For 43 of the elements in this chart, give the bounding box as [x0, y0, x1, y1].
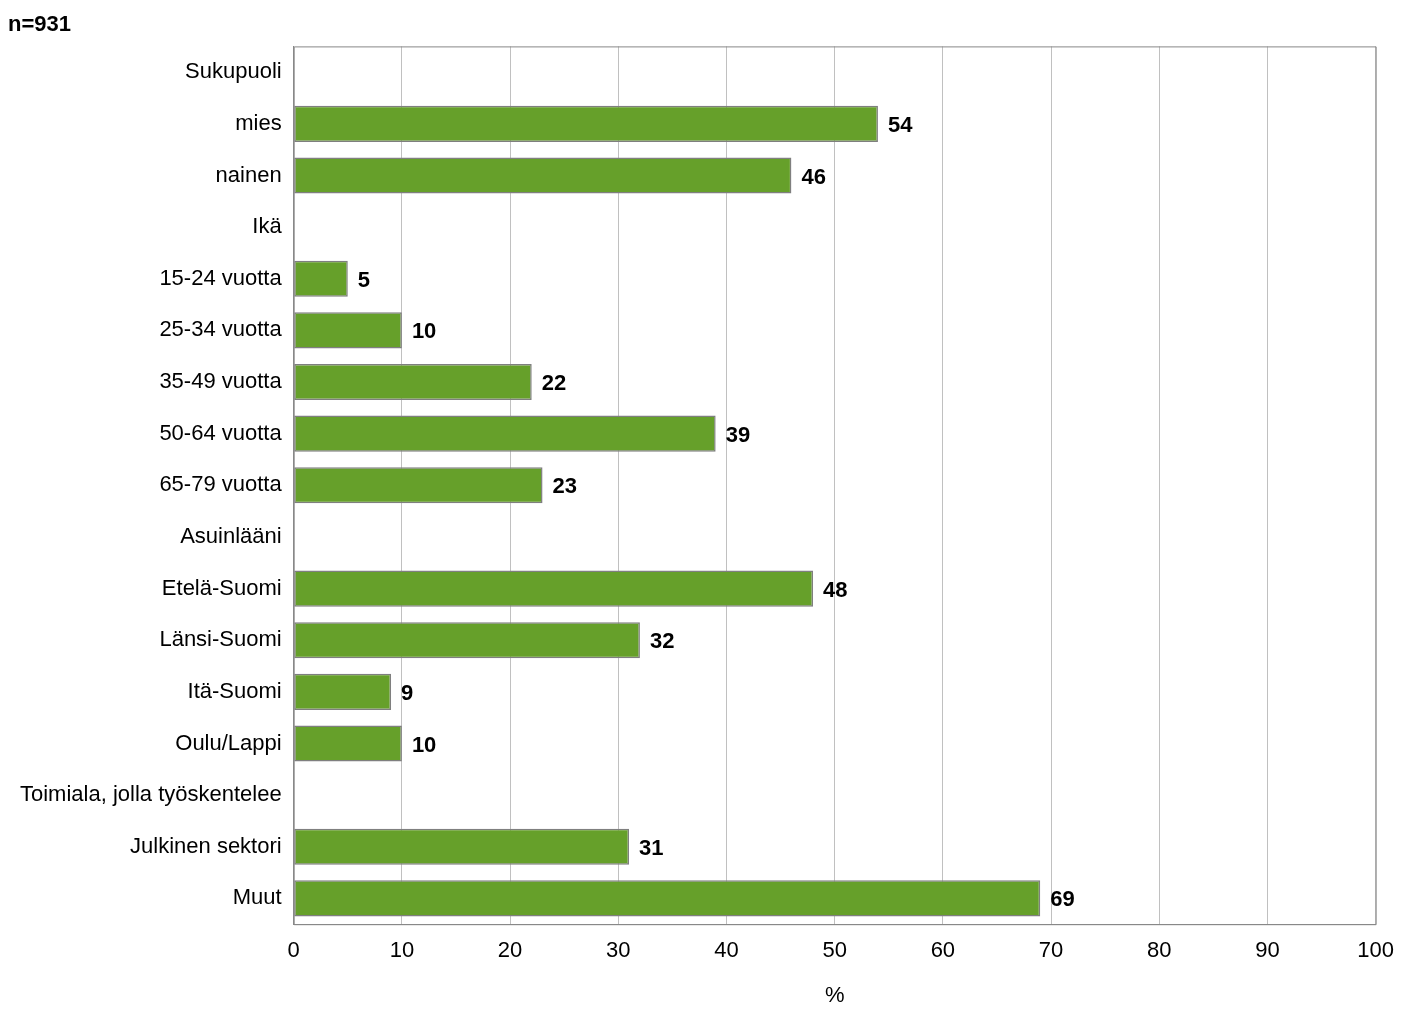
x-axis-title: %: [824, 981, 845, 1007]
y-tick-label: mies: [235, 109, 282, 135]
x-tick-label: 10: [389, 937, 415, 963]
y-tick-label: 15-24 vuotta: [159, 264, 283, 290]
y-tick-label: Länsi-Suomi: [159, 626, 282, 652]
data-label: 10: [411, 731, 437, 757]
x-tick-label: 90: [1255, 937, 1280, 963]
y-tick-label: Toimiala, jolla työskentelee: [19, 781, 282, 807]
y-tick-label: Oulu/Lappi: [175, 729, 282, 755]
y-tick-label: nainen: [215, 161, 282, 187]
y-tick-label: 50-64 vuotta: [159, 419, 283, 445]
data-label: 32: [649, 628, 675, 654]
x-tick-label: 100: [1357, 937, 1395, 963]
data-label: 10: [411, 318, 437, 344]
data-label: 5: [357, 266, 371, 292]
y-tick-label: Etelä-Suomi: [161, 574, 282, 600]
x-tick-label: 50: [822, 937, 847, 963]
y-tick-label: Ikä: [252, 213, 283, 239]
text: n=931: [8, 11, 71, 37]
y-tick-label: Asuinlääni: [180, 523, 282, 548]
y-tick-label: Itä-Suomi: [187, 677, 282, 703]
x-tick-label: 70: [1038, 937, 1064, 963]
y-tick-label: 25-34 vuotta: [159, 316, 283, 342]
y-tick-label: 35-49 vuotta: [159, 368, 283, 394]
y-tick-label: Muut: [232, 884, 282, 910]
x-tick-label: 60: [930, 937, 956, 963]
x-tick-label: 40: [714, 937, 739, 963]
data-label: 31: [639, 834, 664, 860]
x-tick-label: 80: [1147, 937, 1172, 963]
data-label: 22: [541, 370, 567, 396]
data-label: 23: [552, 473, 578, 499]
y-tick-label: Sukupuoli: [185, 58, 282, 84]
x-tick-label: 20: [497, 937, 523, 963]
data-label: 46: [801, 163, 826, 189]
y-tick-label: 65-79 vuotta: [159, 471, 283, 497]
y-tick-label: Julkinen sektori: [130, 832, 282, 858]
data-label: 69: [1050, 886, 1075, 912]
data-label: 48: [823, 576, 848, 602]
x-tick-label: 0: [287, 937, 300, 963]
data-label: 54: [887, 111, 914, 137]
data-label: 39: [725, 421, 751, 447]
x-tick-label: 30: [606, 937, 631, 963]
data-label: 9: [401, 679, 414, 705]
